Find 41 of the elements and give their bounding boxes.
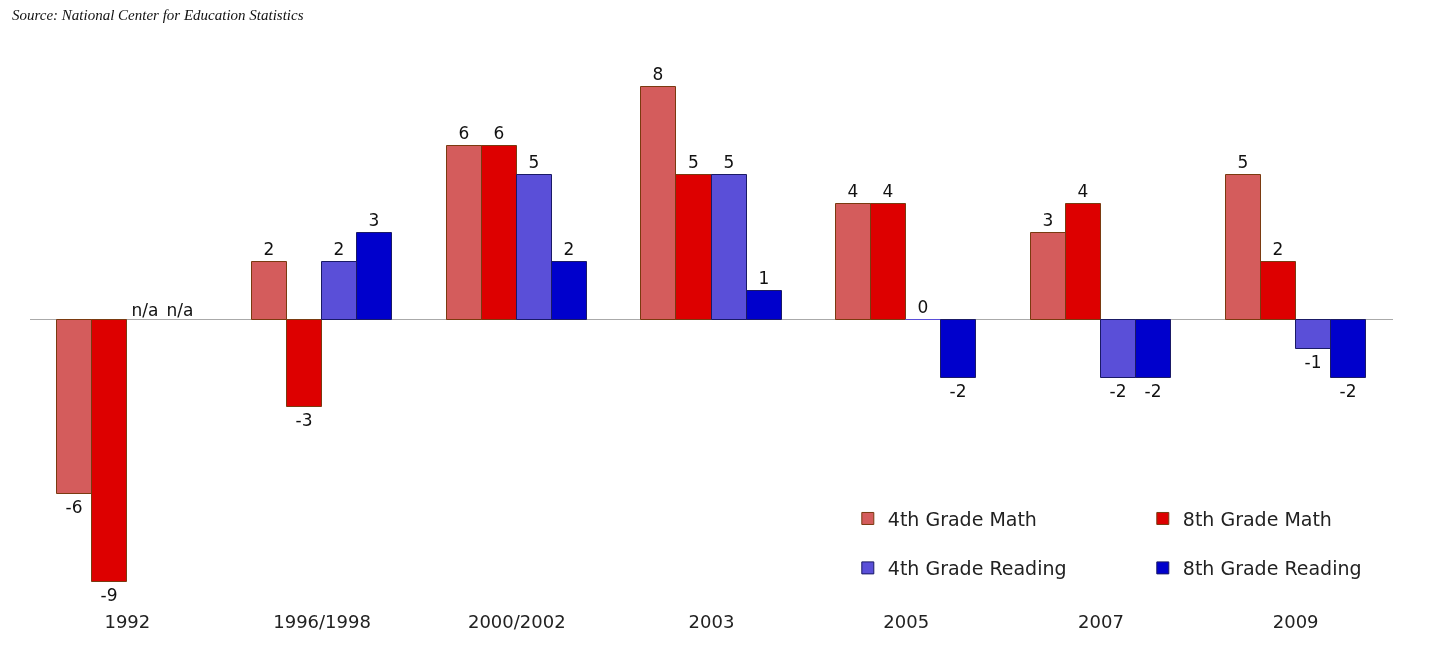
x-tick-label: 1996/1998	[273, 611, 371, 632]
data-label: 3	[1042, 209, 1054, 230]
data-label: -2	[1109, 380, 1127, 401]
bar	[940, 319, 976, 378]
legend-label: 4th Grade Reading	[887, 557, 1067, 580]
data-label: -2	[949, 380, 967, 401]
data-label: 5	[1237, 151, 1249, 172]
data-label: -1	[1304, 351, 1322, 372]
data-label: 2	[563, 238, 575, 259]
data-label: 2	[1272, 238, 1284, 259]
x-tick-label: 2003	[688, 611, 735, 632]
data-label: 3	[368, 209, 380, 230]
data-label: -2	[1339, 380, 1357, 401]
data-label: -9	[100, 584, 118, 605]
data-label: 4	[882, 180, 894, 201]
legend-label: 4th Grade Math	[887, 507, 1037, 530]
data-label: 4	[1077, 180, 1089, 201]
data-label: 6	[493, 122, 505, 143]
data-label: 2	[333, 238, 345, 259]
data-label: -3	[295, 409, 313, 430]
x-tick-label: 2007	[1078, 611, 1124, 632]
x-tick-label: 1992	[104, 611, 151, 632]
x-tick-label: 2005	[883, 611, 930, 632]
data-label: 5	[528, 151, 540, 172]
text: n/a	[166, 299, 194, 320]
legend-label: 8th Grade Math	[1182, 507, 1332, 530]
source-note: Source: National Center for Education Statistics	[12, 7, 304, 23]
data-label: 4	[847, 180, 859, 201]
data-label: 2	[263, 238, 275, 259]
data-label: -2	[1144, 380, 1162, 401]
x-tick-label: 2009	[1272, 611, 1319, 632]
data-label: 0	[917, 296, 929, 317]
data-label: 1	[758, 267, 770, 288]
x-tick-label: 2000/2002	[467, 611, 566, 632]
data-label: -6	[65, 496, 83, 517]
data-label: 5	[723, 151, 735, 172]
data-label: 8	[652, 63, 664, 84]
data-label: 6	[458, 122, 470, 143]
legend-label: 8th Grade Reading	[1182, 557, 1362, 580]
text: n/a	[131, 299, 159, 320]
data-label: 5	[688, 151, 699, 172]
